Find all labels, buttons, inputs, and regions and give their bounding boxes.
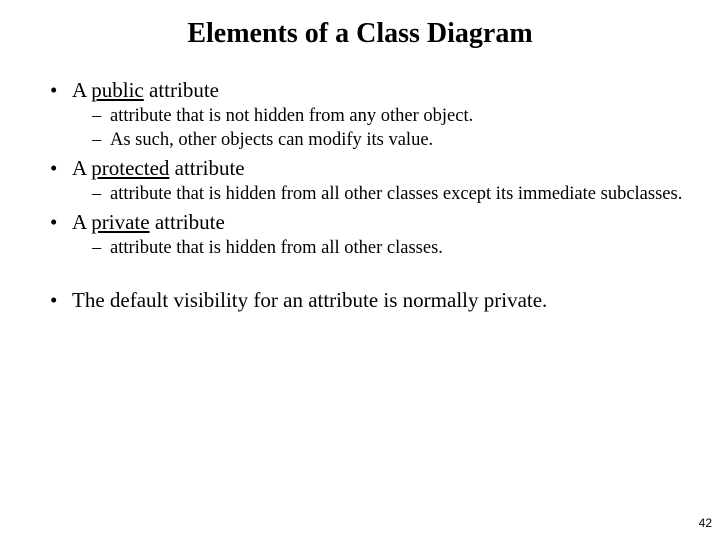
spacer [28, 262, 692, 288]
bullet-suffix: attribute [150, 210, 225, 234]
bullet-protected: A protected attribute [50, 156, 692, 181]
bullet-suffix: attribute [144, 78, 219, 102]
bullet-prefix: A [72, 156, 91, 180]
slide-title: Elements of a Class Diagram [28, 18, 692, 50]
sub-bullet: attribute that is hidden from all other … [92, 183, 692, 206]
bullet-keyword: protected [91, 156, 169, 180]
slide-container: Elements of a Class Diagram A public att… [0, 0, 720, 313]
bullet-public: A public attribute [50, 78, 692, 103]
sub-bullet: attribute that is hidden from all other … [92, 237, 692, 260]
bullet-prefix: A [72, 210, 91, 234]
bullet-suffix: attribute [169, 156, 244, 180]
bullet-default-visibility: The default visibility for an attribute … [50, 288, 692, 313]
sub-bullet: attribute that is not hidden from any ot… [92, 105, 692, 128]
sub-bullet: As such, other objects can modify its va… [92, 129, 692, 152]
bullet-prefix: A [72, 78, 91, 102]
bullet-keyword: public [91, 78, 144, 102]
bullet-keyword: private [91, 210, 149, 234]
bullet-private: A private attribute [50, 210, 692, 235]
page-number: 42 [699, 516, 712, 530]
